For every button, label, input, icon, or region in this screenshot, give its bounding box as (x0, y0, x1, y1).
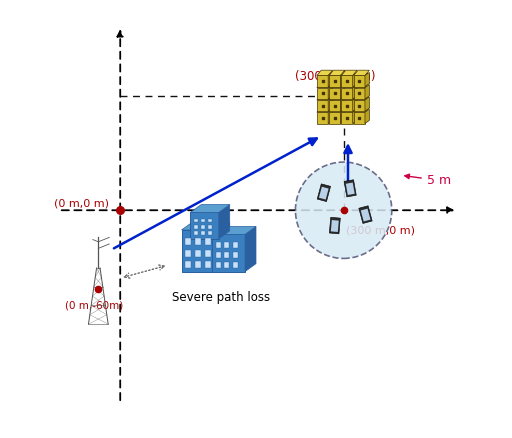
Polygon shape (328, 72, 333, 87)
FancyBboxPatch shape (194, 219, 198, 223)
Polygon shape (340, 109, 345, 124)
FancyBboxPatch shape (185, 261, 191, 268)
Polygon shape (359, 206, 372, 223)
Polygon shape (329, 75, 340, 87)
Polygon shape (340, 85, 345, 99)
Polygon shape (344, 180, 356, 197)
Polygon shape (342, 107, 357, 112)
Polygon shape (361, 208, 371, 222)
Polygon shape (342, 82, 357, 88)
Polygon shape (329, 88, 340, 99)
Polygon shape (353, 72, 357, 87)
FancyBboxPatch shape (216, 262, 221, 268)
FancyBboxPatch shape (224, 252, 229, 258)
Polygon shape (317, 75, 328, 87)
Polygon shape (190, 212, 219, 239)
FancyBboxPatch shape (195, 261, 201, 268)
Polygon shape (365, 109, 369, 124)
Polygon shape (354, 100, 365, 111)
Text: Severe path loss: Severe path loss (172, 291, 270, 304)
Polygon shape (365, 72, 369, 87)
Polygon shape (329, 95, 345, 100)
Polygon shape (329, 82, 345, 88)
Polygon shape (329, 217, 340, 234)
FancyBboxPatch shape (205, 261, 211, 268)
Polygon shape (317, 95, 333, 100)
Polygon shape (329, 107, 345, 112)
Polygon shape (354, 95, 369, 100)
Polygon shape (331, 220, 339, 232)
Polygon shape (342, 100, 353, 111)
FancyBboxPatch shape (224, 262, 229, 268)
Text: (300 m,0 m): (300 m,0 m) (346, 226, 415, 236)
Polygon shape (212, 226, 256, 234)
Polygon shape (212, 234, 245, 272)
Polygon shape (340, 72, 345, 87)
Text: 5 m: 5 m (405, 174, 451, 187)
FancyBboxPatch shape (201, 231, 205, 235)
Polygon shape (346, 183, 355, 195)
FancyBboxPatch shape (208, 225, 212, 229)
FancyBboxPatch shape (233, 252, 238, 258)
Polygon shape (354, 88, 365, 99)
FancyBboxPatch shape (201, 225, 205, 229)
Polygon shape (245, 226, 256, 272)
Polygon shape (354, 82, 369, 88)
Polygon shape (317, 70, 333, 75)
Circle shape (295, 162, 392, 258)
Polygon shape (190, 205, 230, 212)
Polygon shape (354, 107, 369, 112)
Polygon shape (328, 109, 333, 124)
FancyBboxPatch shape (201, 219, 205, 223)
Polygon shape (342, 70, 357, 75)
Polygon shape (328, 97, 333, 111)
Polygon shape (365, 97, 369, 111)
Polygon shape (354, 112, 365, 124)
Polygon shape (182, 222, 230, 230)
Polygon shape (182, 230, 219, 272)
FancyBboxPatch shape (185, 238, 191, 245)
FancyBboxPatch shape (233, 262, 238, 268)
FancyBboxPatch shape (205, 238, 211, 245)
Text: (0 m,0 m): (0 m,0 m) (54, 198, 109, 208)
Polygon shape (354, 75, 365, 87)
Polygon shape (317, 107, 333, 112)
Text: (0 m,-60m): (0 m,-60m) (65, 300, 123, 310)
Polygon shape (353, 109, 357, 124)
FancyBboxPatch shape (194, 231, 198, 235)
Polygon shape (353, 85, 357, 99)
Polygon shape (354, 70, 369, 75)
Polygon shape (219, 205, 230, 239)
Polygon shape (319, 187, 329, 200)
FancyBboxPatch shape (195, 238, 201, 245)
Polygon shape (329, 112, 340, 124)
FancyBboxPatch shape (208, 219, 212, 223)
Polygon shape (328, 85, 333, 99)
Polygon shape (317, 112, 328, 124)
Polygon shape (365, 85, 369, 99)
Polygon shape (317, 88, 328, 99)
Polygon shape (317, 184, 331, 201)
FancyBboxPatch shape (216, 242, 221, 248)
Text: (300 m,10 m): (300 m,10 m) (294, 70, 375, 83)
Polygon shape (342, 95, 357, 100)
Polygon shape (340, 97, 345, 111)
FancyBboxPatch shape (216, 252, 221, 258)
Polygon shape (353, 97, 357, 111)
FancyBboxPatch shape (194, 225, 198, 229)
Polygon shape (317, 100, 328, 111)
FancyBboxPatch shape (233, 242, 238, 248)
FancyBboxPatch shape (224, 242, 229, 248)
Polygon shape (329, 100, 340, 111)
Polygon shape (342, 75, 353, 87)
Polygon shape (342, 112, 353, 124)
Polygon shape (317, 82, 333, 88)
Polygon shape (219, 222, 230, 272)
Polygon shape (329, 70, 345, 75)
FancyBboxPatch shape (195, 250, 201, 257)
FancyBboxPatch shape (205, 250, 211, 257)
FancyBboxPatch shape (185, 250, 191, 257)
Polygon shape (342, 88, 353, 99)
FancyBboxPatch shape (208, 231, 212, 235)
